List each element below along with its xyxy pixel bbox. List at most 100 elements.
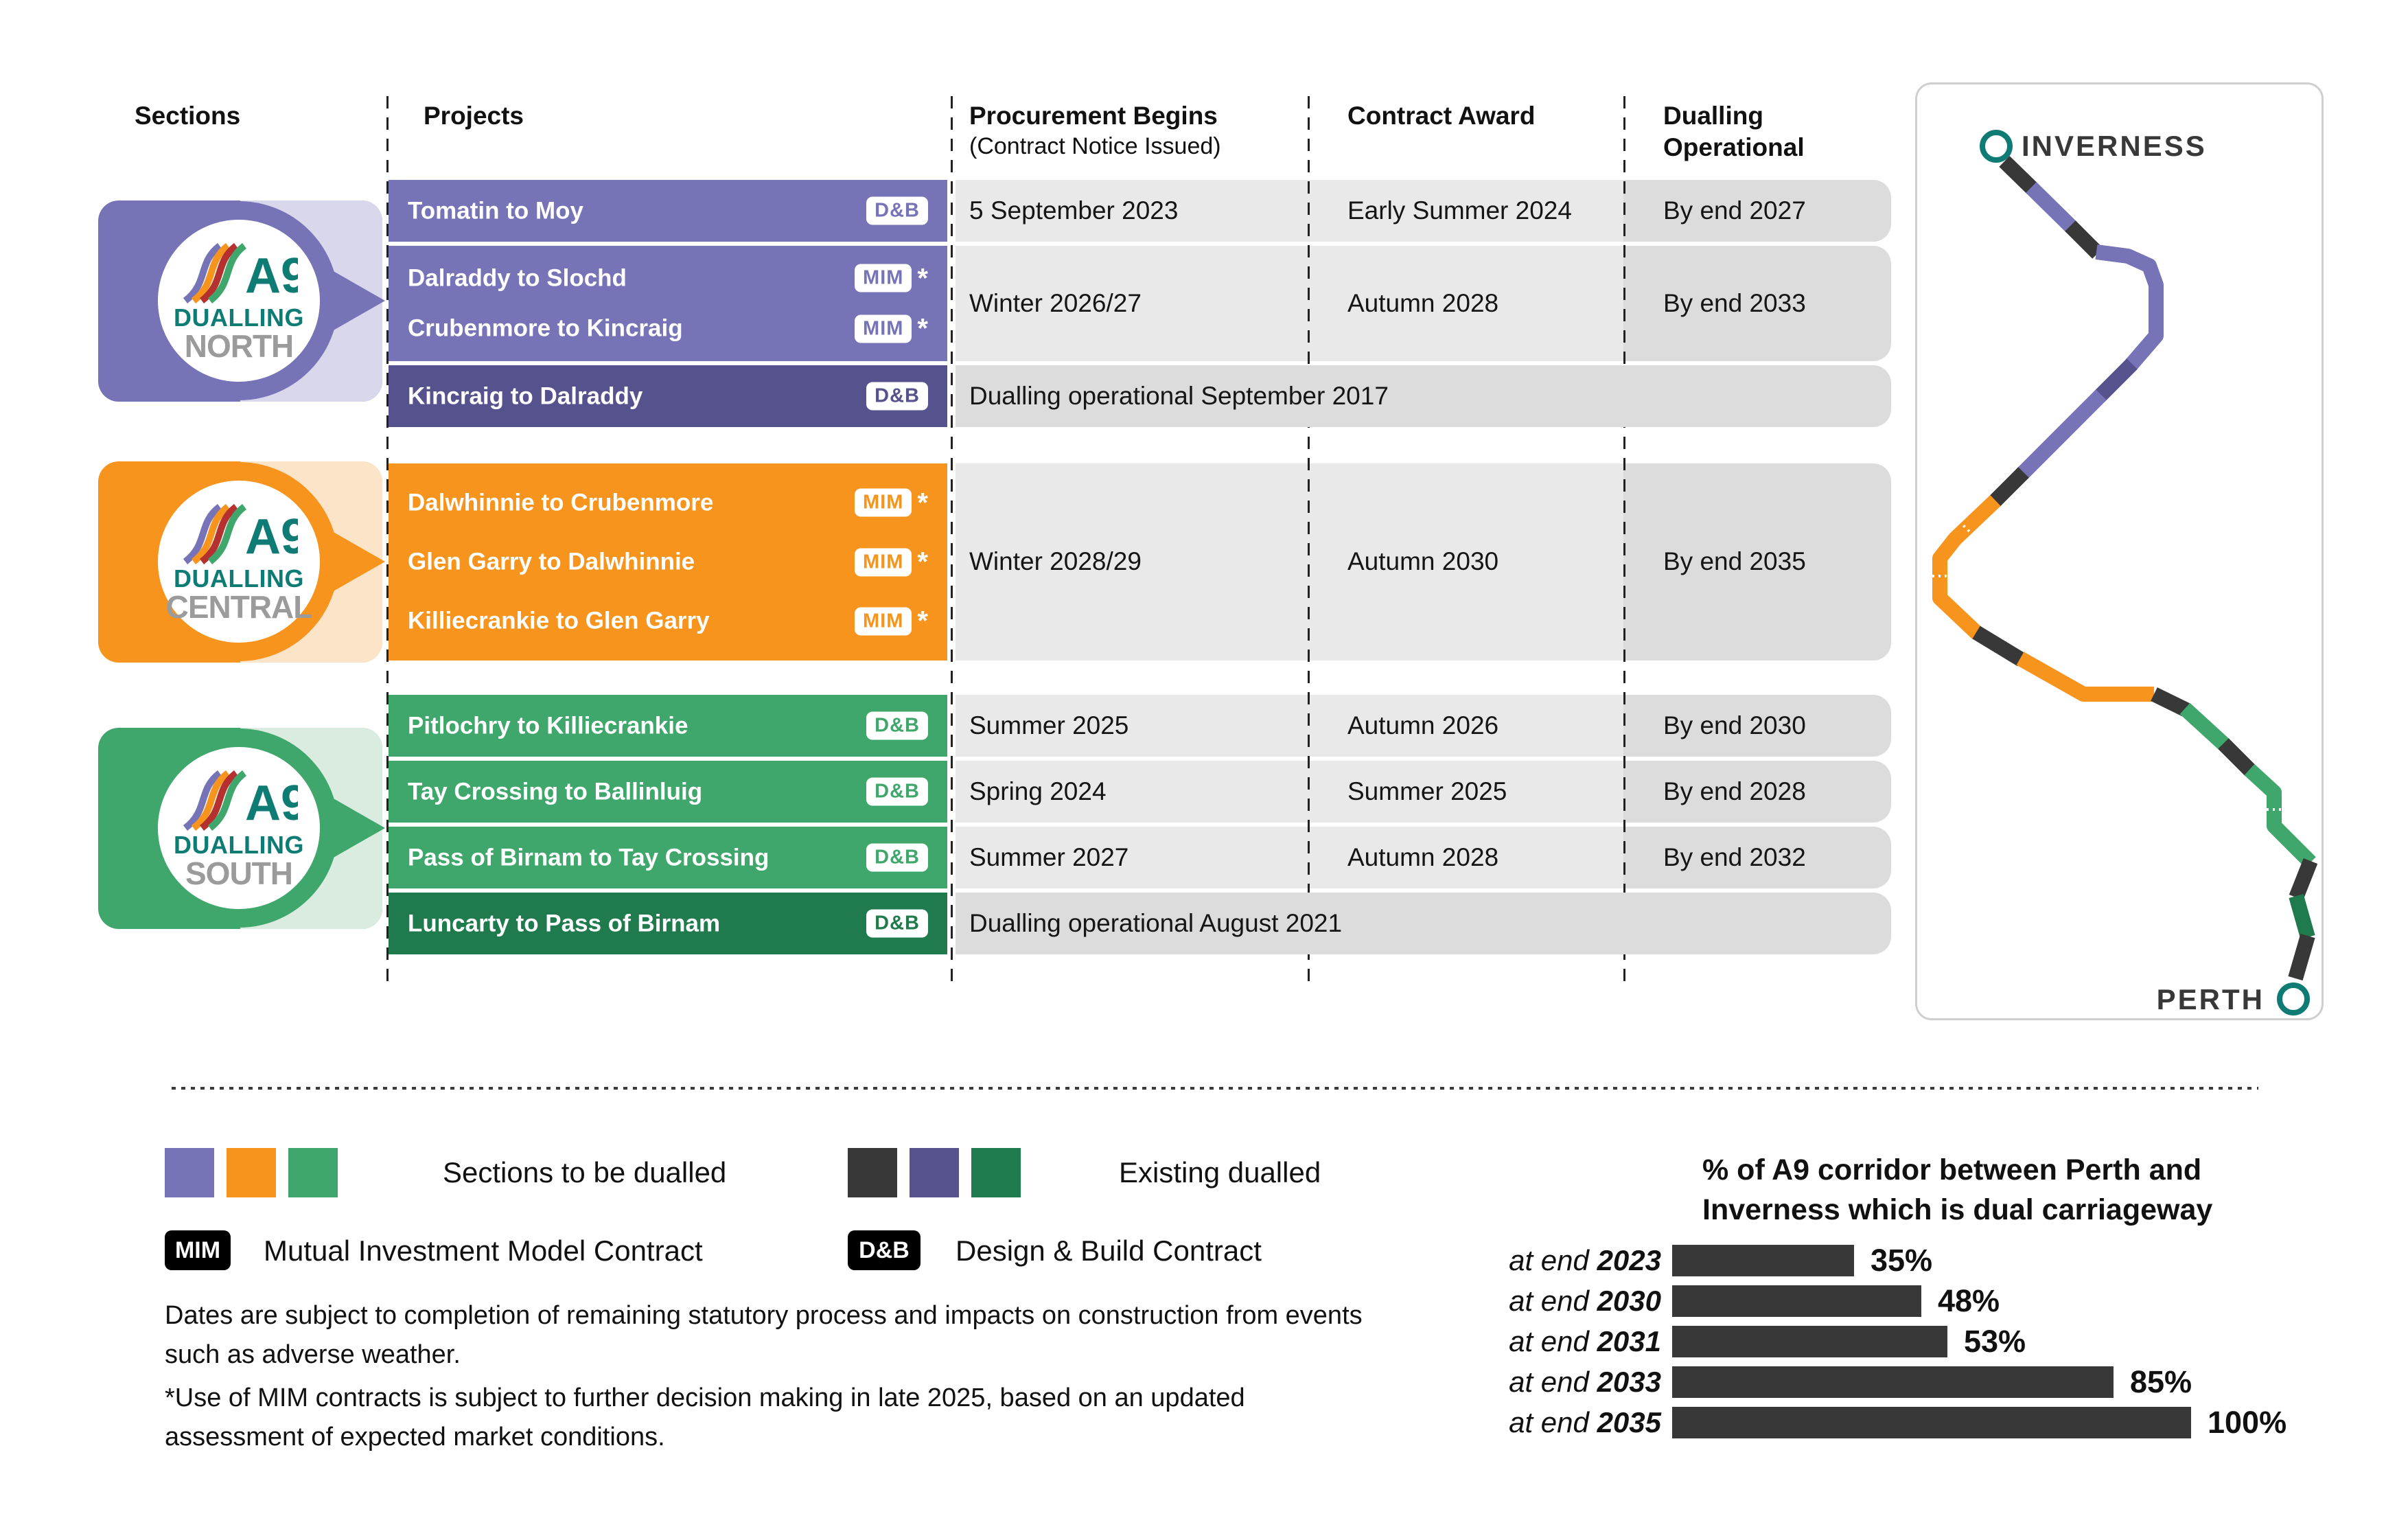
column-header-award: Contract Award <box>1347 102 1536 130</box>
section-divider <box>172 1087 2258 1090</box>
operational-date: By end 2032 <box>1663 843 1806 871</box>
project-name: Crubenmore to Kincraig <box>408 314 683 342</box>
procurement-date: Spring 2024 <box>969 777 1107 805</box>
project-row-pitlochry: Pitlochry to Killiecrankie D&B <box>389 695 947 757</box>
bar-value-label: 48% <box>1938 1283 2000 1318</box>
chart-bar-row: at end 2035 100% <box>1461 1405 2287 1440</box>
column-header-operational-2: Operational <box>1663 133 1805 161</box>
project-row-kincraig-dalraddy: Kincraig to Dalraddy D&B <box>389 365 947 427</box>
operational-cell-north2 <box>1623 246 1891 361</box>
operational-date: By end 2035 <box>1663 547 1806 575</box>
award-date: Autumn 2030 <box>1347 547 1499 575</box>
route-map: INVERNESS PERTH <box>1932 130 2318 1015</box>
operational-cell-north1 <box>1623 180 1891 242</box>
badge-circle: A9 DUALLING CENTRAL <box>139 462 338 661</box>
status-text: Dualling operational September 2017 <box>969 382 1389 410</box>
chart-title-line1: % of A9 corridor between Perth and <box>1702 1153 2202 1186</box>
procurement-date: Summer 2025 <box>969 711 1129 739</box>
status-row-north3 <box>956 365 1891 427</box>
bar-2033 <box>1672 1366 2114 1398</box>
project-name: Dalwhinnie to Crubenmore <box>408 489 714 516</box>
operational-cell-central <box>1623 463 1891 661</box>
chart-bar-row: at end 2033 85% <box>1461 1364 2192 1399</box>
route-segment-luncarty <box>2289 894 2315 939</box>
project-row-central: Dalwhinnie to Crubenmore MIM * Glen Garry… <box>389 463 947 661</box>
operational-cell-south3 <box>1623 827 1891 888</box>
column-divider-3 <box>1308 96 1310 986</box>
map-label-inverness: INVERNESS <box>2022 130 2207 162</box>
column-divider-4 <box>1623 96 1625 986</box>
date-cells-south3 <box>956 827 1623 888</box>
bar-value-label: 85% <box>2130 1364 2192 1399</box>
project-name: Dalraddy to Slochd <box>408 264 627 292</box>
legend-swatch-dark-green <box>971 1148 1021 1197</box>
project-name: Tay Crossing to Ballinluig <box>408 778 703 805</box>
legend-label-existing-dualled: Existing dualled <box>1119 1156 1321 1188</box>
badge-section-name: CENTRAL <box>165 589 313 625</box>
contract-badge-mim: MIM <box>855 264 912 292</box>
route-segment-north <box>2026 182 2077 233</box>
footnote-mim: *Use of MIM contracts is subject to furt… <box>165 1383 1245 1451</box>
a9-logo-text: A9 <box>245 509 298 564</box>
award-date: Early Summer 2024 <box>1347 196 1572 225</box>
contract-badge-db: D&B <box>866 843 928 872</box>
a9-logo-icon: A9 <box>183 770 298 831</box>
badge-dualling-label: DUALLING <box>174 830 304 859</box>
badge-section-name: NORTH <box>184 328 294 365</box>
project-name: Luncarty to Pass of Birnam <box>408 910 721 937</box>
project-row-dalraddy-crubenmore: Dalraddy to Slochd MIM * Crubenmore to Ki… <box>389 246 947 361</box>
bar-2023 <box>1672 1245 1854 1276</box>
route-segment-north <box>2095 244 2164 371</box>
bar-2035 <box>1672 1407 2191 1438</box>
operational-date: By end 2033 <box>1663 289 1806 317</box>
award-date: Summer 2025 <box>1347 777 1507 805</box>
route-segment-north <box>2017 389 2107 479</box>
route-segment-existing <box>2065 220 2103 259</box>
contract-badge-mim: MIM <box>855 607 912 636</box>
route-segment-existing <box>1972 625 2026 667</box>
project-row-tomatin-moy: Tomatin to Moy D&B <box>389 180 947 242</box>
chart-bar-row: at end 2030 48% <box>1461 1283 2000 1318</box>
project-name: Glen Garry to Dalwhinnie <box>408 548 695 575</box>
project-row-luncarty: Luncarty to Pass of Birnam D&B <box>389 893 947 954</box>
badge-dualling-label: DUALLING <box>174 564 304 593</box>
legend-mim-badge: MIM <box>165 1230 231 1270</box>
section-badge-north: A9 DUALLING NORTH <box>98 200 385 402</box>
legend-mim-text: Mutual Investment Model Contract <box>264 1234 703 1267</box>
operational-date: By end 2030 <box>1663 711 1806 739</box>
perth-marker <box>2277 983 2310 1015</box>
a9-logo-text: A9 <box>245 776 298 831</box>
contract-badge-mim: MIM <box>855 548 912 576</box>
operational-date: By end 2027 <box>1663 196 1806 225</box>
bar-value-label: 100% <box>2208 1405 2287 1440</box>
column-header-operational-1: Dualling <box>1663 102 1763 130</box>
chart-bar-row: at end 2031 53% <box>1461 1324 2026 1359</box>
award-date: Autumn 2026 <box>1347 711 1499 739</box>
status-row-south4 <box>956 893 1891 954</box>
contract-badge-db: D&B <box>866 196 928 225</box>
route-segment-existing <box>1989 467 2029 507</box>
legend-swatch-dark-grey <box>848 1148 897 1197</box>
date-cells-south1 <box>956 695 1623 757</box>
contract-badge-mim: MIM <box>855 314 912 343</box>
procurement-date: Winter 2026/27 <box>969 289 1142 317</box>
map-label-perth: PERTH <box>2157 983 2265 1015</box>
route-segment-existing <box>2218 738 2256 777</box>
procurement-date: Summer 2027 <box>969 843 1129 871</box>
legend-swatch-green <box>288 1148 338 1197</box>
column-header-sections: Sections <box>135 102 241 130</box>
badge-dualling-label: DUALLING <box>174 303 304 332</box>
route-segment-south <box>2244 763 2316 868</box>
route-segment-kincraig-dalraddy <box>2094 358 2138 402</box>
contract-badge-mim: MIM <box>855 488 912 517</box>
operational-cell-south1 <box>1623 695 1891 757</box>
procurement-date: Winter 2028/29 <box>969 547 1142 575</box>
procurement-date: 5 September 2023 <box>969 196 1179 225</box>
a9-logo-icon: A9 <box>183 503 298 564</box>
route-segment-existing <box>2289 858 2318 901</box>
route-segment-central <box>2016 652 2154 702</box>
contract-badge-db: D&B <box>866 777 928 806</box>
bar-category-label: at end 2035 <box>1509 1406 1661 1438</box>
date-cells-central <box>956 463 1623 661</box>
